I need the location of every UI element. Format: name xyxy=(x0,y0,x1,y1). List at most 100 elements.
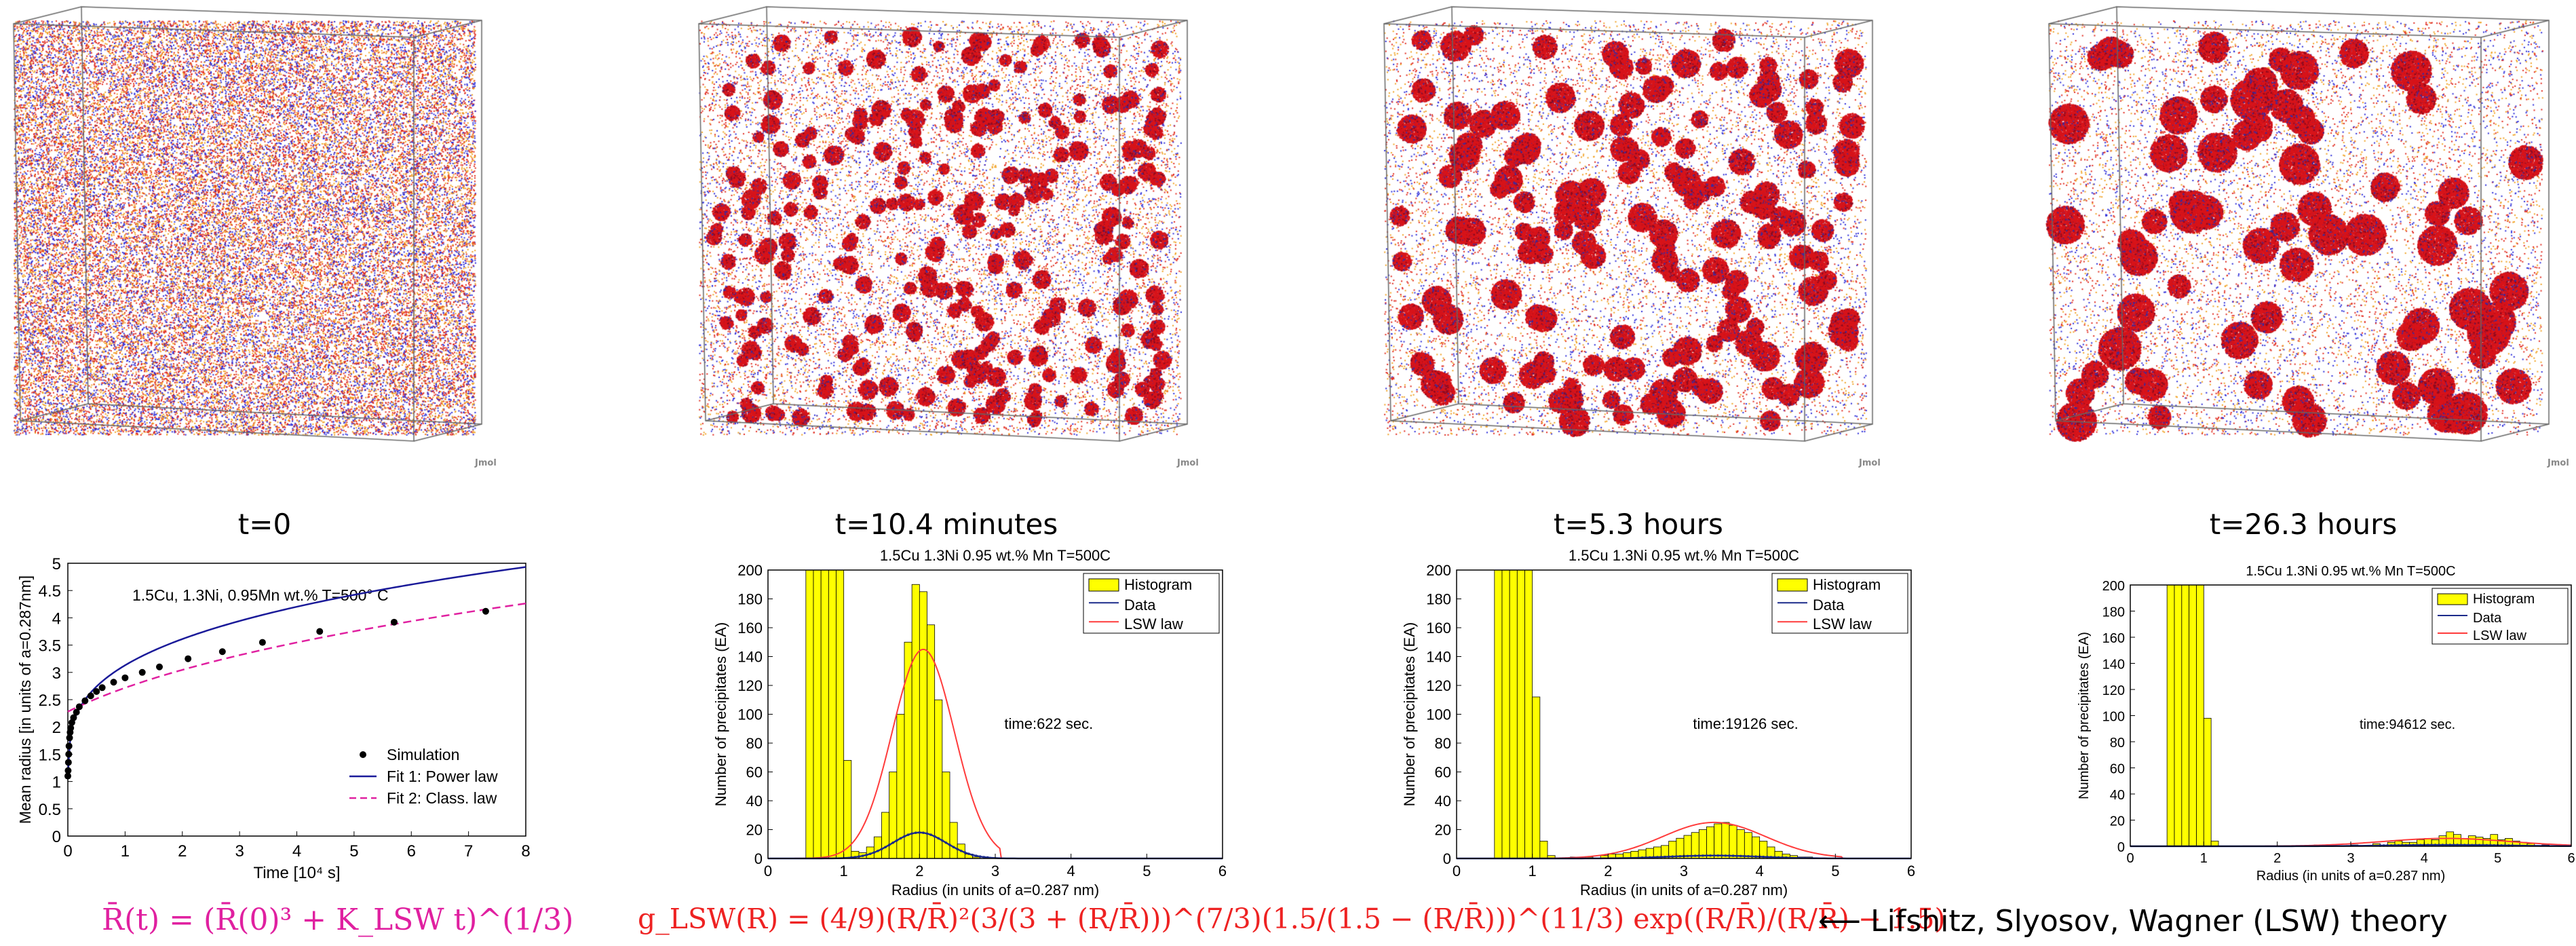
x-tick-label: 0 xyxy=(63,842,72,860)
legend-fit1-label: Fit 1: Power law xyxy=(387,768,498,785)
time-label-3: t=26.3 hours xyxy=(2209,508,2398,541)
x-axis-label: Radius (in units of a=0.287 nm) xyxy=(2256,869,2446,884)
y-tick-label: 100 xyxy=(1426,706,1451,723)
x-tick-label: 6 xyxy=(407,842,416,860)
y-tick-label: 3.5 xyxy=(39,637,61,656)
histogram-bar xyxy=(934,699,943,859)
histogram-bar xyxy=(873,836,882,859)
legend-histogram-swatch xyxy=(1088,578,1119,592)
y-tick-label: 40 xyxy=(2110,788,2125,803)
y-tick-label: 200 xyxy=(1426,562,1451,579)
histogram-bar xyxy=(1539,841,1548,859)
legend-data-label: Data xyxy=(1813,597,1845,613)
legend-data-label: Data xyxy=(2473,611,2502,626)
histogram-bar xyxy=(2203,717,2212,847)
histogram-bar xyxy=(1501,569,1510,859)
histogram-bar xyxy=(1524,569,1533,859)
histogram-bar xyxy=(836,569,845,859)
atom-cube-t1: Jmol xyxy=(685,0,1214,475)
legend-histogram-label: Histogram xyxy=(1813,576,1881,593)
simulation-point xyxy=(138,668,146,676)
simulation-point xyxy=(66,734,73,742)
y-tick-label: 80 xyxy=(1435,735,1451,752)
x-tick-label: 1 xyxy=(1529,863,1537,879)
x-tick-label: 5 xyxy=(2494,851,2501,866)
chart-title: 1.5Cu 1.3Ni 0.95 wt.% Mn T=500C xyxy=(2246,564,2455,579)
legend-simulation-label: Simulation xyxy=(387,746,459,763)
y-tick-label: 180 xyxy=(2102,605,2125,620)
y-tick-label: 5 xyxy=(52,555,61,573)
y-tick-label: 20 xyxy=(1435,822,1451,839)
y-tick-label: 60 xyxy=(1435,764,1451,781)
y-tick-label: 0 xyxy=(754,850,763,867)
y-tick-label: 1.5 xyxy=(39,746,61,764)
x-tick-label: 2 xyxy=(915,863,923,879)
y-tick-label: 80 xyxy=(746,735,763,752)
legend-lsw-label: LSW law xyxy=(1813,616,1872,632)
chart-title: 1.5Cu, 1.3Ni, 0.95Mn wt.% T=500° C xyxy=(132,586,389,604)
y-tick-label: 120 xyxy=(1426,677,1451,694)
x-axis-label: Radius (in units of a=0.287 nm) xyxy=(891,882,1099,898)
histogram-bar xyxy=(2189,584,2197,847)
x-tick-label: 7 xyxy=(464,842,473,860)
y-tick-label: 180 xyxy=(737,591,763,608)
simulation-point xyxy=(156,663,163,670)
y-tick-label: 140 xyxy=(737,649,763,666)
fit-classical-law-line xyxy=(67,603,526,713)
y-tick-label: 20 xyxy=(2110,814,2125,829)
legend-simulation-marker xyxy=(360,751,366,758)
histogram-bar xyxy=(843,760,852,859)
y-tick-label: 180 xyxy=(1426,591,1451,608)
lsw-distribution-formula: g_LSW(R) = (4/9)(R/R̄)²(3/(3 + (R/R̄)))^… xyxy=(638,903,1946,935)
y-tick-label: 120 xyxy=(2102,683,2125,698)
x-tick-label: 4 xyxy=(1756,863,1764,879)
simulation-point xyxy=(65,742,73,750)
histogram-bar xyxy=(1744,832,1752,859)
histogram-bar xyxy=(1706,826,1715,859)
histogram-bar xyxy=(1714,823,1723,859)
time-label-2: t=5.3 hours xyxy=(1554,508,1723,541)
size-histogram-chart-3: 1.5Cu 1.3Ni 0.95 wt.% Mn T=500C020406080… xyxy=(2077,564,2575,884)
x-tick-label: 8 xyxy=(521,842,530,860)
histogram-bar xyxy=(1516,569,1525,859)
simulation-point xyxy=(218,648,226,656)
histogram-bar xyxy=(919,591,927,859)
y-tick-label: 40 xyxy=(1435,793,1451,810)
y-tick-label: 140 xyxy=(1426,649,1451,666)
y-tick-label: 160 xyxy=(1426,620,1451,637)
simulation-point xyxy=(70,714,77,721)
y-tick-label: 100 xyxy=(737,706,763,723)
histogram-bar xyxy=(2181,584,2190,847)
y-tick-label: 100 xyxy=(2102,710,2125,725)
histogram-bar xyxy=(805,569,814,859)
simulation-point xyxy=(64,759,72,766)
simulation-point xyxy=(81,697,89,704)
y-tick-label: 160 xyxy=(737,620,763,637)
chart-title: 1.5Cu 1.3Ni 0.95 wt.% Mn T=500C xyxy=(880,547,1111,564)
simulation-point xyxy=(185,655,192,662)
legend-lsw-label: LSW law xyxy=(2473,628,2526,643)
x-tick-label: 0 xyxy=(764,863,772,879)
histogram-bar xyxy=(1721,822,1730,859)
x-axis-label: Radius (in units of a=0.287 nm) xyxy=(1580,882,1788,898)
histogram-bar xyxy=(2174,584,2183,847)
jmol-watermark: Jmol xyxy=(1177,458,1199,468)
legend-data-label: Data xyxy=(1124,597,1156,613)
x-tick-label: 1 xyxy=(2200,851,2208,866)
y-tick-label: 0 xyxy=(1443,850,1451,867)
x-tick-label: 3 xyxy=(235,842,244,860)
histogram-bar xyxy=(1698,829,1707,859)
simulation-point xyxy=(75,703,83,711)
size-histogram-chart-2: 1.5Cu 1.3Ni 0.95 wt.% Mn T=500C020406080… xyxy=(1401,547,1915,898)
time-label-1: t=10.4 minutes xyxy=(834,508,1058,541)
simulation-point xyxy=(258,639,266,646)
time-annotation: time:622 sec. xyxy=(1004,715,1093,732)
histogram-bar xyxy=(820,569,829,859)
y-tick-label: 0.5 xyxy=(39,801,61,819)
histogram-bar xyxy=(1752,836,1761,859)
x-tick-label: 4 xyxy=(2421,851,2428,866)
atom-cube-t2: Jmol xyxy=(1370,0,1900,475)
jmol-watermark: Jmol xyxy=(475,458,497,468)
histogram-bar xyxy=(1509,569,1518,859)
histogram-bar xyxy=(2166,584,2175,847)
